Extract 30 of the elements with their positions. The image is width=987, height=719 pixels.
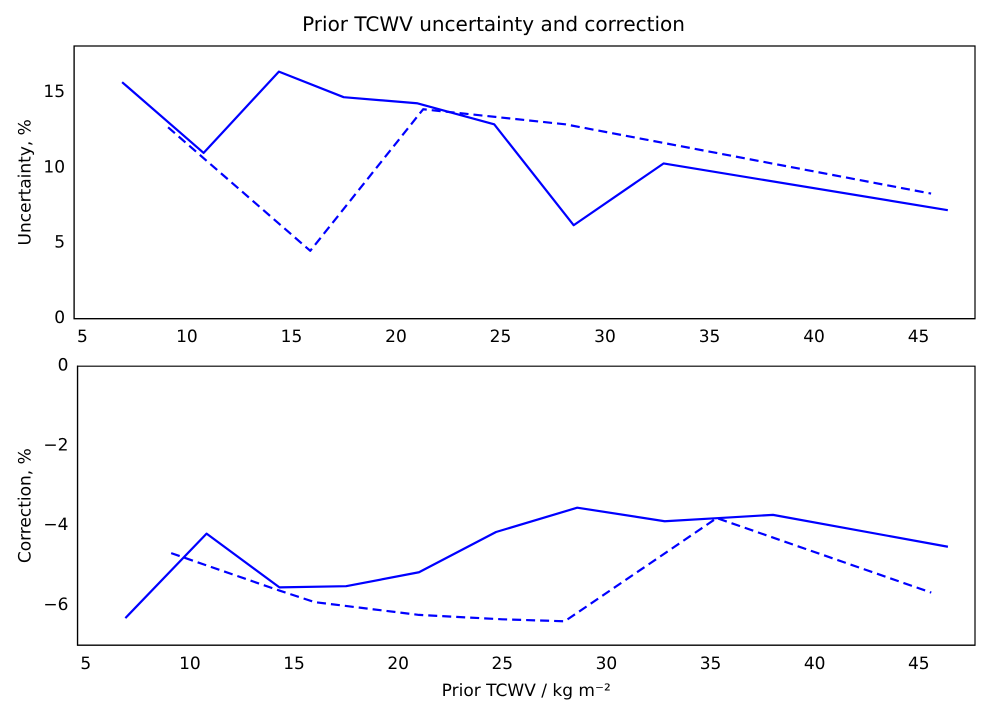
x-tick-label: 15 (283, 654, 305, 674)
y-tick-label: −4 (43, 515, 68, 536)
x-tick-label: 10 (176, 327, 198, 348)
x-tick-label: 35 (700, 654, 722, 674)
x-tick-label: 25 (491, 654, 514, 674)
x-tick-label: 30 (596, 654, 618, 674)
y-tick-label: 10 (43, 157, 66, 178)
chart-title: Prior TCWV uncertainty and correction (302, 12, 685, 36)
y-tick-label: 15 (43, 82, 66, 102)
x-tick-label: 5 (76, 327, 88, 348)
y-tick-label: 5 (54, 232, 66, 253)
x-tick-label: 40 (804, 654, 826, 674)
y-tick-label: 0 (54, 308, 66, 328)
x-tick-label: 45 (908, 654, 930, 674)
x-tick-label: 15 (280, 327, 302, 348)
x-tick-label: 25 (490, 327, 512, 348)
y-axis-title: Uncertainty, % (16, 119, 36, 246)
x-tick-label: 10 (179, 654, 201, 674)
y-axis-title: Correction, % (16, 448, 36, 564)
x-tick-label: 40 (803, 327, 825, 348)
x-tick-label: 45 (908, 327, 930, 348)
x-tick-label: 20 (385, 327, 407, 348)
x-tick-label: 30 (594, 327, 616, 348)
x-tick-label: 35 (698, 327, 720, 348)
y-tick-label: −2 (43, 435, 68, 456)
x-tick-label: 5 (80, 654, 92, 674)
y-tick-label: 0 (58, 356, 68, 376)
x-tick-label: 20 (387, 654, 409, 674)
y-tick-label: −6 (43, 594, 68, 615)
x-axis-title: Prior TCWV / kg m⁻² (442, 681, 611, 702)
